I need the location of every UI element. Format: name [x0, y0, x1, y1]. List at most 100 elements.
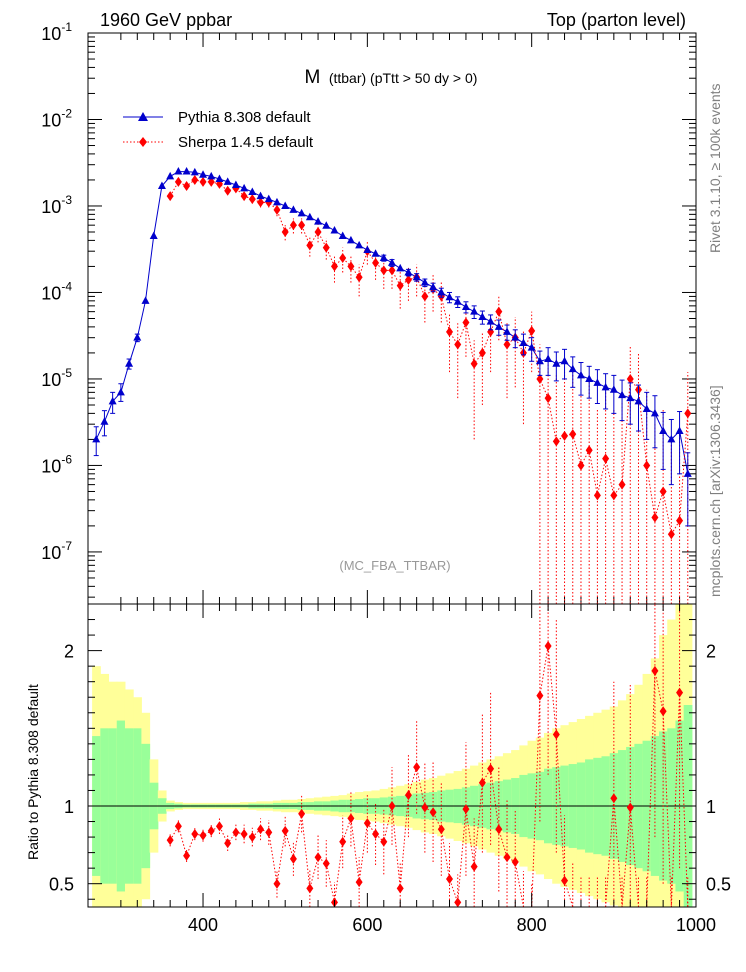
pythia-point: [182, 167, 191, 175]
pythia-point: [585, 374, 594, 382]
ratio-point: [224, 838, 232, 849]
pythia-point: [297, 208, 306, 217]
sherpa-point: [659, 486, 667, 497]
ratio-point: [495, 824, 503, 835]
ratio-point: [380, 836, 388, 847]
ratio-point: [478, 777, 486, 788]
legend-diamond-icon: [139, 137, 147, 147]
side-label-rivet: Rivet 3.1.10, ≥ 100k events: [707, 83, 723, 253]
sherpa-point: [207, 176, 215, 187]
sherpa-line: [169, 179, 689, 536]
ratio-y-tick-label: 2: [64, 642, 74, 662]
ratio-point: [257, 824, 265, 835]
ratio-point: [339, 836, 347, 847]
sherpa-point: [602, 453, 610, 464]
pythia-point: [461, 302, 470, 310]
sherpa-point: [421, 291, 429, 302]
ratio-point: [396, 883, 404, 894]
pythia-point: [618, 390, 627, 399]
ratio-point: [437, 824, 445, 835]
ratio-point: [610, 793, 618, 804]
pythia-point: [568, 364, 577, 373]
sherpa-point: [528, 325, 536, 336]
sherpa-point: [626, 373, 634, 384]
ratio-point: [314, 852, 322, 863]
sherpa-point: [454, 339, 462, 350]
sherpa-point: [667, 529, 675, 540]
sherpa-point: [495, 306, 503, 317]
sherpa-point: [355, 272, 363, 283]
sherpa-point: [281, 227, 289, 238]
sherpa-point: [199, 176, 207, 187]
ratio-point: [281, 825, 289, 836]
sherpa-point: [183, 181, 191, 192]
pythia-point: [322, 221, 331, 229]
ratio-y-tick-label: 1: [64, 797, 74, 817]
pythia-point: [108, 396, 117, 405]
ratio-point: [561, 875, 569, 886]
ratio-point: [659, 706, 667, 717]
ratio-point: [552, 729, 560, 740]
pythia-point: [190, 167, 199, 176]
main-y-axis: 10-1 10-2 10-3 10-4 10-5 10-6 10-7: [41, 20, 697, 604]
ratio-point: [265, 827, 273, 838]
side-label-mcplots: mcplots.cern.ch [arXiv:1306.3436]: [707, 385, 723, 597]
y-tick-label: 10-1: [41, 20, 72, 44]
pythia-point: [256, 191, 265, 200]
sherpa-point: [643, 460, 651, 471]
pythia-point: [470, 307, 479, 315]
pythia-point: [429, 282, 438, 291]
pythia-point: [388, 258, 396, 266]
ratio-point: [429, 807, 437, 818]
pythia-point: [642, 404, 651, 412]
pythia-point: [240, 183, 249, 192]
legend-triangle-icon: [138, 112, 148, 121]
sherpa-point: [478, 347, 486, 358]
pythia-point: [601, 382, 610, 391]
y-tick-label: 10-5: [41, 366, 72, 390]
pythia-point: [174, 167, 183, 175]
ratio-axes: 400 600 800 1000 0.5 0.5 1 1 2 2: [49, 604, 731, 935]
ratio-point: [503, 852, 511, 863]
pythia-point: [650, 408, 659, 417]
sherpa-point: [651, 512, 659, 523]
legend-label-sherpa: Sherpa 1.4.5 default: [178, 134, 314, 151]
ratio-point: [183, 850, 191, 861]
legend-entry-pythia: Pythia 8.308 default: [123, 109, 311, 126]
sherpa-point: [273, 204, 281, 215]
legend-label-pythia: Pythia 8.308 default: [178, 109, 311, 126]
pythia-point: [527, 343, 536, 351]
ratio-y-tick-label-right: 1: [706, 797, 716, 817]
sherpa-point: [339, 253, 347, 264]
y-tick-label: 10-6: [41, 452, 72, 476]
pythia-point: [412, 272, 421, 281]
sherpa-point: [561, 430, 569, 441]
sherpa-point: [610, 490, 618, 501]
pythia-point: [92, 434, 101, 443]
pythia-point: [379, 253, 388, 262]
ratio-point: [191, 828, 199, 839]
header-process: Top (parton level): [547, 10, 686, 30]
pythia-point: [626, 393, 635, 402]
pythia-point: [281, 201, 290, 209]
sherpa-point: [330, 261, 338, 272]
ratio-y-axis-label: Ratio to Pythia 8.308 default: [25, 684, 41, 860]
legend: Pythia 8.308 default Sherpa 1.4.5 defaul…: [123, 109, 314, 151]
header-energy: 1960 GeV ppbar: [100, 10, 232, 30]
sherpa-point: [544, 393, 552, 404]
plot-title-main: M: [305, 67, 321, 88]
pythia-point: [363, 245, 372, 253]
ratio-point: [248, 832, 256, 843]
ratio-point: [199, 830, 207, 841]
ratio-point: [289, 853, 297, 864]
pythia-point: [634, 396, 643, 405]
sherpa-point: [470, 358, 478, 369]
pythia-point: [396, 263, 405, 272]
ratio-point: [413, 762, 421, 773]
sherpa-point: [314, 227, 322, 238]
y-tick-label: 10-4: [41, 279, 72, 303]
pythia-point: [305, 212, 314, 221]
ratio-point: [363, 818, 371, 829]
pythia-point: [100, 417, 109, 425]
ratio-point: [470, 861, 478, 872]
